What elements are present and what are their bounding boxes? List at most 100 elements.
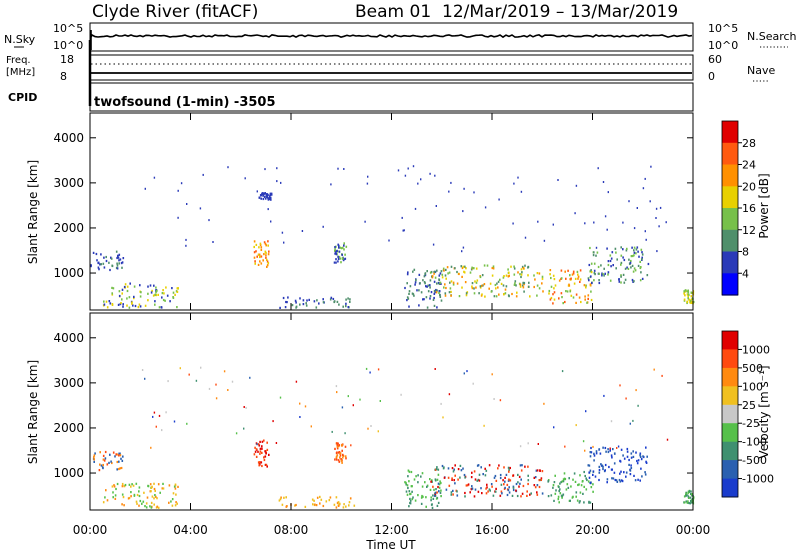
power-point [552,302,554,305]
velocity-point [474,488,477,491]
power-point [116,264,119,267]
velocity-point [499,399,502,402]
power-point [340,247,343,250]
velocity-point [365,367,368,370]
power-point [180,182,183,185]
power-point [302,303,305,306]
velocity-point [434,494,436,497]
power-point [264,168,266,171]
power-point [408,305,410,308]
power-point [108,261,110,264]
velocity-point [114,497,117,500]
velocity-point [340,459,343,462]
velocity-point [527,482,529,486]
power-point [473,191,475,194]
velocity-point [595,452,598,455]
power-point [100,263,102,266]
power-point [117,303,120,306]
velocity-point [261,451,263,454]
velocity-point [582,440,585,443]
velocity-point [472,382,474,385]
power-point [687,289,689,292]
power-point [97,261,100,264]
velocity-point [263,439,265,442]
power-point [513,273,516,276]
velocity-point [111,485,114,488]
velocity-point [520,495,522,498]
velocity-point [637,404,639,407]
velocity-point [562,480,565,483]
power-point [161,296,163,299]
power-point [283,241,285,244]
velocity-point [431,480,433,483]
power-point [116,262,118,265]
velocity-point [595,450,598,453]
power-point [444,283,446,286]
power-point [138,303,141,306]
velocity-point [341,461,343,464]
power-point [414,207,417,210]
velocity-point [509,479,512,482]
power-point [177,216,179,219]
power-point [432,243,435,246]
velocity-point [634,479,637,482]
velocity-point [112,451,115,454]
power-point [584,298,586,301]
velocity-point [618,478,621,482]
power-point [543,239,546,242]
velocity-point [521,492,524,495]
power-point [519,273,521,276]
velocity-point [440,495,442,498]
velocity-point [466,484,469,487]
velocity-point [471,485,473,488]
power-point [684,289,687,292]
power-point [438,282,441,285]
power-point [631,278,634,282]
velocity-point [589,455,592,458]
velocity-point [158,414,161,417]
power-point [603,274,605,277]
power-point [595,246,598,249]
velocity-point [337,451,340,454]
power-point [519,283,522,286]
power-point [152,294,155,297]
velocity-point [434,368,436,370]
power-point [622,248,624,251]
velocity-point [406,484,409,487]
power-point [615,251,617,254]
velocity-point [109,453,111,456]
power-point [536,284,539,287]
velocity-point [261,440,264,443]
power-point [131,301,133,304]
velocity-point [186,422,188,425]
power-point [408,292,410,295]
velocity-point [576,499,579,502]
velocity-point [592,473,594,476]
power-point [337,243,339,246]
power-point [586,301,588,304]
power-point [98,268,100,271]
velocity-point [255,455,258,458]
velocity-point [594,475,597,478]
power-point [177,189,179,192]
power-point [465,267,467,270]
velocity-point [422,495,424,498]
power-point [620,275,622,278]
power-point [158,306,161,309]
power-point [335,258,337,261]
power-point [440,299,443,302]
power-point [471,266,473,269]
velocity-point [598,471,601,474]
power-point [573,282,576,285]
power-point [316,299,318,302]
velocity-point [538,485,541,489]
power-point [134,304,137,308]
velocity-point [562,493,565,496]
power-point [635,248,638,251]
power-point [579,278,582,281]
power-point [576,270,579,273]
velocity-point [93,460,95,463]
velocity-point [341,449,343,452]
velocity-point [417,481,419,484]
power-point [420,291,423,294]
